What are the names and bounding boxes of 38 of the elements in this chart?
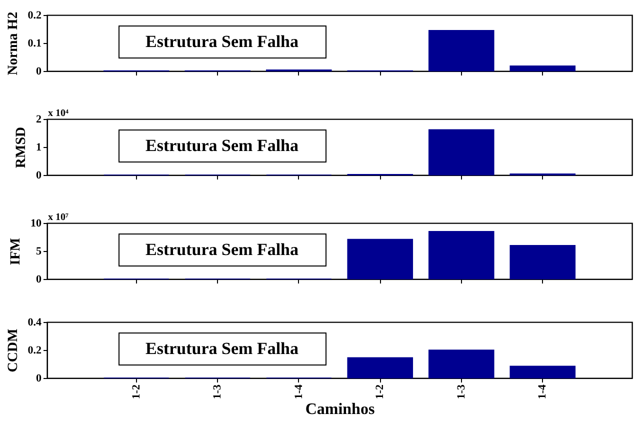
y-axis-title: RMSD	[14, 126, 29, 168]
x-tick-label: 1-2	[130, 384, 142, 400]
y-tick-label: 0.4	[28, 316, 42, 328]
bar	[428, 231, 494, 280]
bar	[347, 238, 414, 280]
y-axis-title: IFM	[8, 238, 24, 266]
text: x 10⁴	[48, 108, 68, 119]
y-tick-label: 0.1	[28, 38, 42, 50]
y-axis-title: Norma H2	[6, 12, 21, 76]
x-tick-label: 1-3	[455, 384, 468, 400]
y-tick-label: 10	[30, 218, 42, 230]
annotation: Estrutura Sem Falha	[146, 339, 299, 358]
x-tick-label: 1-3	[212, 384, 224, 400]
x-tick-label: 1-4	[536, 384, 549, 400]
bar	[510, 66, 576, 72]
annotation: Estrutura Sem Falha	[146, 240, 299, 259]
bar	[428, 30, 494, 72]
y-tick-label: 0.2	[28, 10, 42, 22]
y-tick-label: 0	[36, 66, 42, 78]
x-axis-title: Caminhos	[305, 401, 375, 418]
text: x 10⁷	[48, 212, 68, 223]
bar	[428, 129, 494, 176]
bar	[428, 350, 494, 378]
y-axis-title: CCDM	[6, 328, 21, 372]
x-tick-label: 1-4	[292, 384, 305, 400]
y-tick-label: 0	[36, 274, 42, 286]
y-tick-label: 0.2	[28, 344, 42, 356]
bar	[347, 357, 414, 378]
bar	[510, 245, 576, 280]
annotation: Estrutura Sem Falha	[146, 136, 299, 155]
y-tick-label: 1	[36, 142, 42, 154]
annotation: Estrutura Sem Falha	[146, 32, 299, 51]
y-tick-label: 5	[36, 246, 42, 258]
bar	[510, 366, 576, 378]
x-tick-label: 1-2	[374, 384, 386, 400]
y-tick-label: 2	[36, 114, 42, 126]
y-tick-label: 0	[36, 170, 42, 182]
y-tick-label: 0	[36, 372, 42, 384]
